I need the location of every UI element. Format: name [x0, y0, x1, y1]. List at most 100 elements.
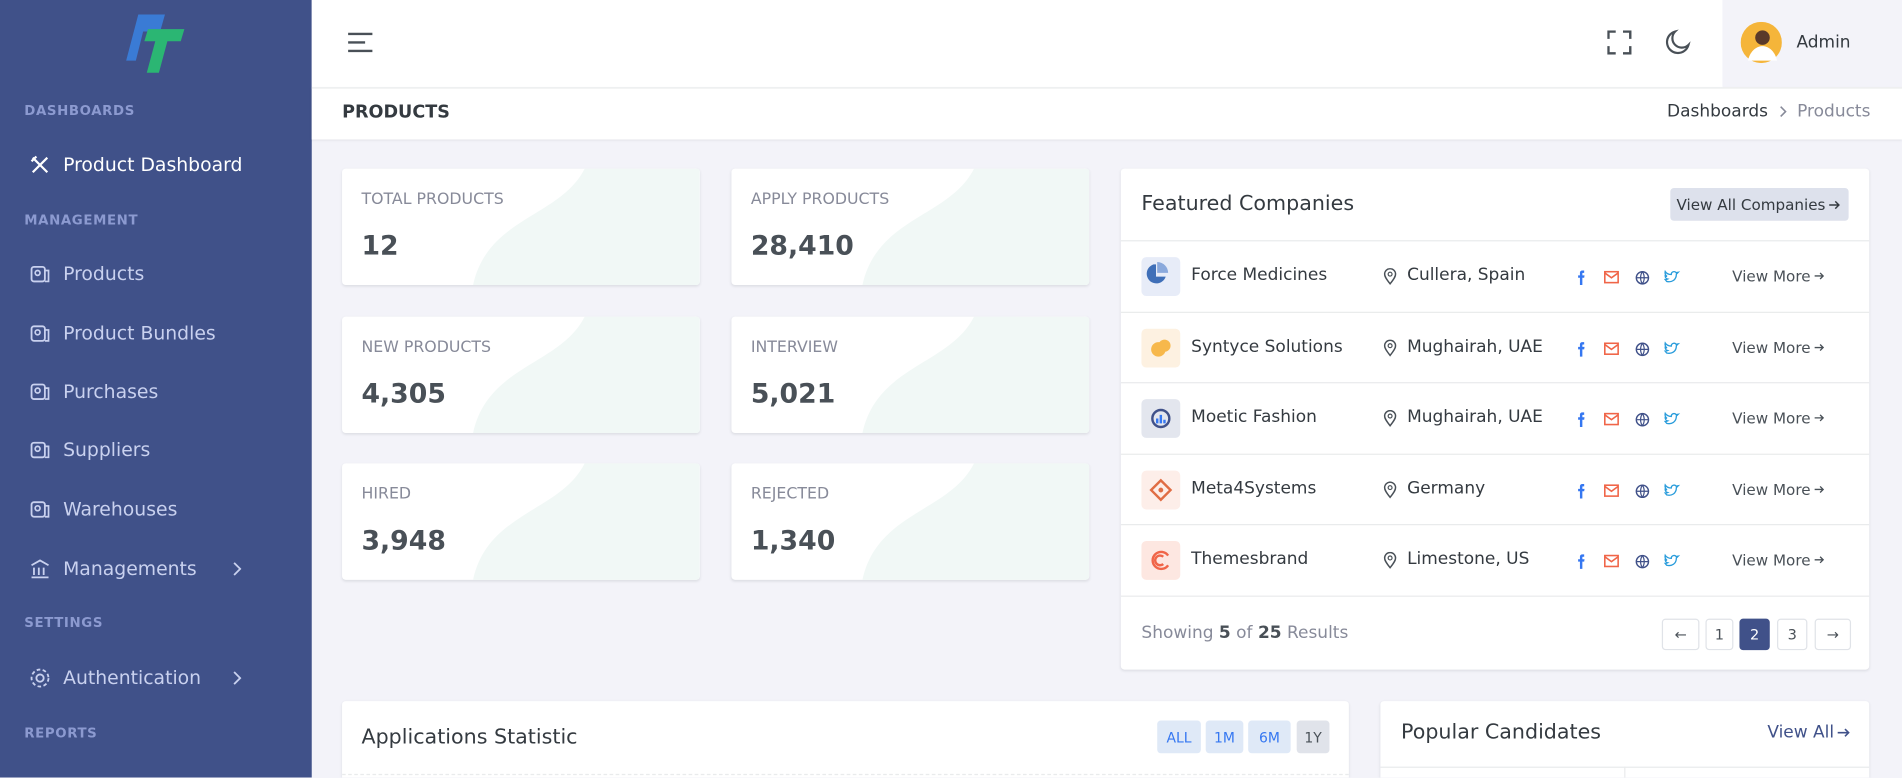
stat-card: INTERVIEW 5,021	[731, 315, 1090, 433]
icon-shape	[862, 315, 1090, 433]
icon-shape	[233, 671, 242, 685]
view-more-link[interactable]: View More	[1732, 409, 1826, 427]
icon-shape	[1636, 413, 1649, 427]
icon-shape	[1604, 554, 1619, 568]
filter-button[interactable]: 6M	[1248, 720, 1291, 754]
view-more-link[interactable]: View More	[1732, 551, 1826, 569]
nav-label: Managements	[63, 557, 197, 580]
page-next[interactable]: →	[1814, 618, 1852, 651]
text: of	[1236, 623, 1253, 643]
breadcrumb-link[interactable]: Dashboards	[1667, 101, 1769, 122]
view-more-link[interactable]: View More	[1732, 338, 1826, 356]
fullscreen-button[interactable]	[1607, 30, 1632, 55]
icon-shape	[1607, 30, 1632, 55]
nav-item[interactable]: Warehouses	[29, 498, 283, 521]
stat-card: REJECTED 1,340	[731, 463, 1090, 580]
icon-shape	[34, 504, 41, 512]
filter-button-active[interactable]: 1Y	[1296, 720, 1330, 754]
text: Showing	[1141, 623, 1214, 643]
social-links[interactable]	[1572, 339, 1693, 358]
page-link-active[interactable]: 2	[1739, 618, 1770, 651]
page-prev[interactable]: ←	[1661, 618, 1700, 651]
company-row: Moetic Fashion Mughairah, UAE View More	[1120, 382, 1870, 454]
nav-item[interactable]: Product Bundles	[29, 323, 283, 344]
icon-shape	[30, 383, 46, 400]
nav-item[interactable]: Managements	[29, 558, 283, 580]
icon-shape	[1578, 412, 1585, 427]
page-link[interactable]: 1	[1705, 618, 1734, 651]
social-links[interactable]	[1572, 268, 1693, 287]
stat-value: 12	[361, 231, 399, 263]
view-all-button[interactable]: View All Companies	[1670, 188, 1849, 221]
nav-label: Authentication	[63, 667, 202, 689]
icon-shape	[1814, 414, 1824, 422]
sidebar: DASHBOARDS MANAGEMENT SETTINGS REPORTS P…	[0, 0, 312, 778]
icon-shape	[44, 387, 50, 400]
company-logo	[1141, 257, 1181, 296]
nav-item[interactable]: Authentication	[29, 667, 283, 689]
button-label: View All Companies	[1676, 195, 1826, 214]
nav-item[interactable]: Suppliers	[29, 439, 283, 461]
icon-shape	[1146, 264, 1166, 284]
card-decoration	[862, 315, 1090, 433]
view-more-link[interactable]: View More	[1732, 267, 1826, 285]
social-links[interactable]	[1572, 410, 1693, 429]
icon-shape	[1387, 342, 1393, 348]
stat-card: NEW PRODUCTS 4,305	[342, 315, 700, 433]
menu-toggle[interactable]	[347, 32, 374, 54]
view-more-link[interactable]: View More	[1732, 480, 1826, 498]
icon-shape	[30, 265, 46, 283]
icon-shape	[233, 562, 242, 576]
page-link[interactable]: 3	[1777, 618, 1808, 651]
breadcrumb: Dashboards Products	[1667, 102, 1870, 121]
user-name: Admin	[1796, 32, 1851, 53]
company-name: Force Medicines	[1191, 265, 1328, 286]
icon-shape	[1663, 482, 1681, 496]
card-title: Featured Companies	[1141, 191, 1355, 216]
stat-value: 4,305	[361, 379, 446, 410]
icon-shape	[1387, 413, 1393, 419]
icon-shape	[1604, 272, 1619, 279]
nav-item[interactable]: Purchases	[29, 381, 283, 403]
stat-label: TOTAL PRODUCTS	[361, 190, 504, 209]
nav-label: Warehouses	[63, 498, 178, 521]
card-decoration	[862, 463, 1090, 580]
icon-shape	[1387, 484, 1393, 490]
card-decoration	[862, 168, 1090, 286]
nav-item[interactable]: Products	[29, 263, 283, 285]
icon-shape	[1747, 46, 1778, 61]
icon-shape	[34, 269, 41, 277]
stat-value: 1,340	[750, 526, 836, 557]
card-title: Applications Statistic	[361, 725, 578, 750]
nav-label: Suppliers	[63, 439, 151, 461]
icon-shape	[1578, 270, 1585, 286]
filter-button[interactable]: ALL	[1157, 720, 1201, 754]
nav-item[interactable]: Product Dashboard	[29, 154, 283, 176]
stat-label: INTERVIEW	[750, 337, 838, 357]
icon-shape	[1383, 409, 1397, 427]
location-icon	[1383, 339, 1397, 356]
avatar	[1740, 21, 1782, 64]
icon-shape	[1663, 411, 1681, 425]
theme-toggle[interactable]	[1664, 29, 1691, 56]
user-menu[interactable]: Admin	[1722, 0, 1902, 88]
view-all-link[interactable]: View All	[1767, 723, 1853, 742]
icon-shape	[1604, 483, 1619, 497]
icon-shape	[1383, 268, 1397, 286]
company-name: Meta4Systems	[1191, 478, 1317, 498]
breadcrumb-separator	[1779, 106, 1787, 118]
icon-shape	[1604, 341, 1619, 355]
social-links[interactable]	[1572, 481, 1693, 500]
chevron	[233, 671, 242, 685]
filter-button[interactable]: 1M	[1205, 720, 1244, 754]
social-links[interactable]	[1572, 552, 1693, 571]
icon-shape	[144, 29, 185, 73]
company-logo	[1141, 540, 1181, 580]
logo	[126, 14, 185, 73]
icon-shape	[1149, 478, 1173, 501]
section-label: DASHBOARDS	[24, 103, 135, 119]
company-row: Meta4Systems Germany View More	[1120, 453, 1870, 525]
icon-shape	[1814, 272, 1824, 280]
divider	[1624, 766, 1626, 778]
